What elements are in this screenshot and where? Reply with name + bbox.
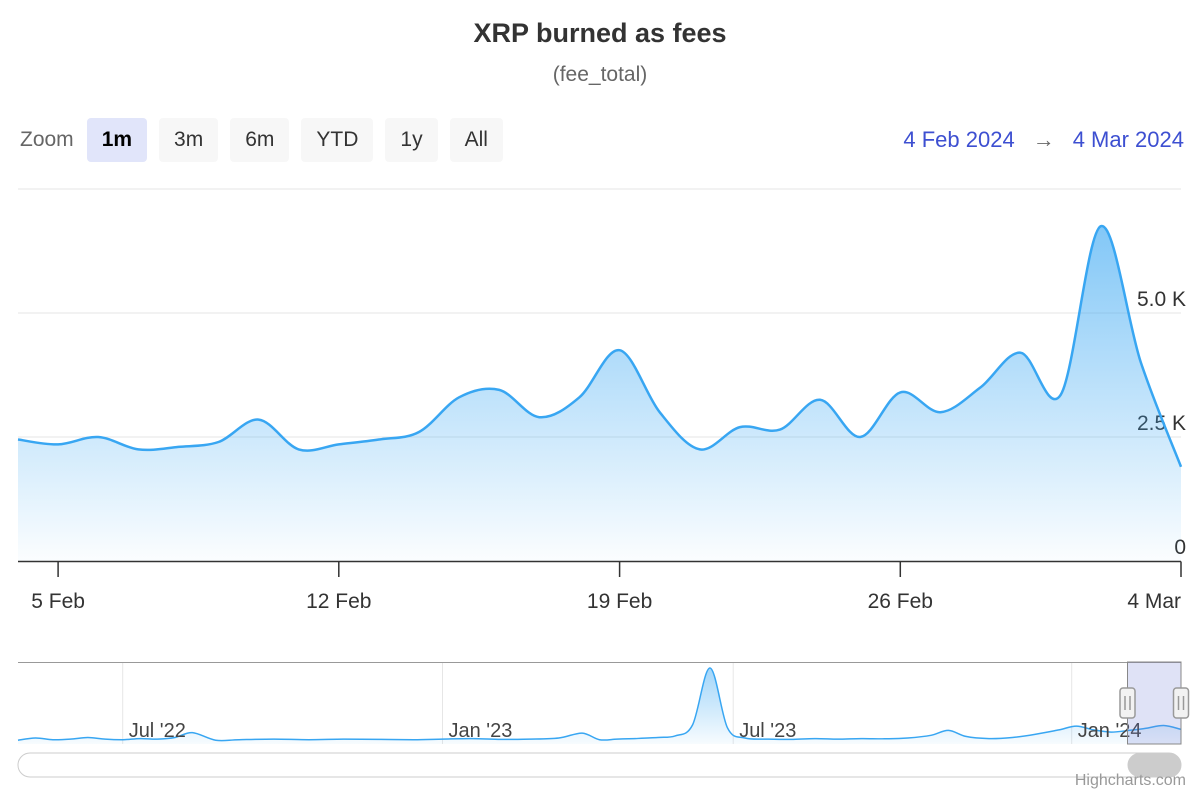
x-axis-label: 19 Feb bbox=[587, 590, 652, 613]
navigator-axis-label: Jan '24 bbox=[1078, 720, 1142, 742]
zoom-buttons-group: 1m 3m 6m YTD 1y All bbox=[86, 118, 503, 162]
date-range-inputs: 4 Feb 2024 → 4 Mar 2024 bbox=[903, 127, 1184, 153]
chart-title: XRP burned as fees bbox=[473, 18, 727, 48]
navigator-area-fill bbox=[18, 667, 1181, 744]
fee-total-series[interactable] bbox=[17, 224, 1183, 561]
highcharts-credit-link[interactable]: Highcharts.com bbox=[1074, 772, 1186, 789]
x-axis-label: 4 Mar bbox=[1127, 590, 1181, 613]
plot-area[interactable] bbox=[18, 186, 1181, 561]
navigator-handle-right[interactable] bbox=[1172, 687, 1190, 719]
zoom-button-1m[interactable]: 1m bbox=[86, 118, 148, 162]
zoom-button-6m[interactable]: 6m bbox=[230, 118, 290, 162]
zoom-button-all[interactable]: All bbox=[449, 118, 503, 162]
navigator-axis-label: Jul '22 bbox=[129, 720, 186, 742]
x-axis-label: 26 Feb bbox=[868, 590, 933, 613]
x-axis-label: 12 Feb bbox=[306, 590, 371, 613]
navigator-axis-label: Jul '23 bbox=[739, 720, 796, 742]
area-fill bbox=[18, 225, 1181, 561]
zoom-button-ytd[interactable]: YTD bbox=[301, 118, 374, 162]
zoom-label: Zoom bbox=[20, 128, 74, 151]
area-line bbox=[17, 224, 1183, 468]
range-arrow-icon: → bbox=[1032, 127, 1055, 152]
range-to-input[interactable]: 4 Mar 2024 bbox=[1072, 127, 1184, 152]
navigator: Jul '22 Jan '23 Jul '23 Jan '24 bbox=[17, 661, 1190, 778]
y-axis-label: 5.0 K bbox=[1137, 288, 1186, 311]
scrollbar-thumb[interactable] bbox=[1127, 753, 1182, 777]
chart-subtitle: (fee_total) bbox=[552, 63, 648, 86]
handle-body bbox=[1172, 687, 1190, 719]
zoom-button-1y[interactable]: 1y bbox=[385, 118, 438, 162]
x-axis-label: 5 Feb bbox=[31, 590, 85, 613]
handle-body bbox=[1119, 687, 1136, 719]
range-selector-toolbar: Zoom 1m 3m 6m YTD 1y All 4 Feb 2024 → 4 Mar 2… bbox=[20, 118, 1184, 162]
navigator-selected-range[interactable] bbox=[1127, 661, 1182, 745]
scrollbar-track[interactable] bbox=[17, 752, 1182, 778]
range-from-input[interactable]: 4 Feb 2024 bbox=[903, 127, 1015, 152]
navigator-handle-left[interactable] bbox=[1119, 687, 1136, 719]
navigator-axis-label: Jan '23 bbox=[449, 720, 513, 742]
navigator-area-line bbox=[17, 667, 1182, 742]
zoom-button-3m[interactable]: 3m bbox=[159, 118, 219, 162]
